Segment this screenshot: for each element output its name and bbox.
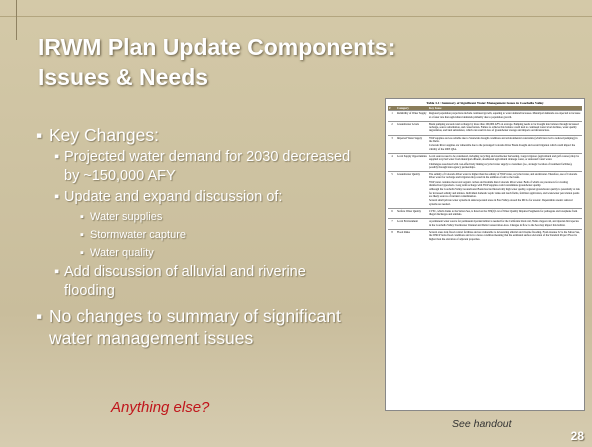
- bullet-marker: ▪: [80, 209, 84, 225]
- row-issue: A permanent water source for permanent r…: [428, 219, 582, 230]
- issue-paragraph: The salinity of Colorado River water is …: [429, 173, 581, 180]
- row-category: Groundwater Quality: [396, 172, 428, 209]
- issue-paragraph: Several small private water systems in u…: [429, 199, 581, 206]
- bullet-marker: ▪: [80, 227, 84, 243]
- bullet-marker: ▪: [54, 148, 59, 167]
- bullet-text: Stormwater capture: [90, 229, 186, 241]
- row-number: 5: [388, 172, 396, 209]
- row-number: 2: [388, 121, 396, 135]
- row-category: Local Supply Opportunities: [396, 153, 428, 171]
- bullet-marker: ▪: [54, 263, 59, 282]
- issue-paragraph: CVSC, which drains to the Salton Sea, is…: [429, 210, 581, 217]
- row-number: 7: [388, 219, 396, 230]
- bullet: ▪ Water supplies: [36, 209, 354, 225]
- bullet-text: No changes to summary of significant wat…: [49, 306, 341, 348]
- issue-paragraph: Several areas lack flood control facilit…: [429, 231, 581, 241]
- row-category: Reliability of Water Supply: [396, 111, 428, 122]
- row-number: 8: [388, 230, 396, 243]
- row-number: 1: [388, 111, 396, 122]
- bullet: ▪ Add discussion of alluvial and riverine…: [36, 263, 354, 301]
- bullet-marker: ▪: [36, 124, 42, 146]
- bullet-text: Add discussion of alluvial and riverine …: [64, 264, 306, 299]
- bullet-text: Water quality: [90, 247, 154, 259]
- bullet-list: ▪ Key Changes: ▪ Projected water demand for…: [36, 120, 354, 349]
- handout-note: See handout: [452, 418, 512, 430]
- bullet-text: Water supplies: [90, 211, 162, 223]
- question: Anything else?: [111, 399, 209, 416]
- row-issue: SWP supplies are less reliable due to St…: [428, 135, 582, 153]
- row-category: Groundwater Levels: [396, 121, 428, 135]
- bullet-text: Projected water demand for 2030 decrease…: [64, 149, 350, 184]
- title-line: Issues & Needs: [38, 62, 478, 92]
- row-number: 3: [388, 135, 396, 153]
- frame-line: [0, 16, 592, 17]
- bullet: ▪ Update and expand discussion of:: [36, 188, 354, 207]
- row-issue: Several areas lack flood control facilit…: [428, 230, 582, 243]
- bullet-marker: ▪: [54, 188, 59, 207]
- bullet: ▪ Water quality: [36, 245, 354, 261]
- bullet-marker: ▪: [80, 245, 84, 261]
- row-issue: Basin pumping exceeds total recharge by …: [428, 121, 582, 135]
- page-number: 28: [571, 429, 584, 443]
- issue-paragraph: Regional population projections include …: [429, 112, 581, 119]
- row-number: 6: [388, 208, 396, 219]
- frame-line: [16, 0, 17, 40]
- slide-title: IRWM Plan Update Components: Issues & Ne…: [38, 32, 478, 92]
- row-issue: The salinity of Colorado River water is …: [428, 172, 582, 209]
- bullet: ▪ No changes to summary of significant wa…: [36, 305, 354, 349]
- issue-paragraph: SWP supplies are less reliable due to St…: [429, 137, 581, 144]
- issue-paragraph: Local sources need to be considered, inc…: [429, 155, 581, 162]
- issue-paragraph: Colorado River supplies are vulnerable d…: [429, 144, 581, 151]
- row-issue: CVSC, which drains to the Salton Sea, is…: [428, 208, 582, 219]
- handout-table: Table 3-1: Summary of Significant Water …: [385, 98, 585, 411]
- title-line: IRWM Plan Update Components:: [38, 32, 478, 62]
- row-category: Imported Water Supply: [396, 135, 428, 153]
- row-issue: Local sources need to be considered, inc…: [428, 153, 582, 171]
- issue-paragraph: A permanent water source for permanent r…: [429, 220, 581, 227]
- issue-paragraph: Challenges associated with cost-effectiv…: [429, 163, 581, 170]
- issue-paragraph: Basin pumping exceeds total recharge by …: [429, 123, 581, 133]
- row-category: Flood Risks: [396, 230, 428, 243]
- bullet: ▪ Stormwater capture: [36, 227, 354, 243]
- bullet-text: Key Changes:: [49, 125, 159, 145]
- bullet: ▪ Key Changes:: [36, 124, 354, 146]
- issue-paragraph: SWP water contains more total organic ca…: [429, 181, 581, 188]
- bullet: ▪ Projected water demand for 2030 decreas…: [36, 148, 354, 186]
- row-issue: Regional population projections include …: [428, 111, 582, 122]
- row-number: 4: [388, 153, 396, 171]
- row-category: Local Environment: [396, 219, 428, 230]
- slide: IRWM Plan Update Components: Issues & Ne…: [0, 0, 592, 447]
- bullet-text: Update and expand discussion of:: [64, 189, 282, 205]
- row-category: Surface Water Quality: [396, 208, 428, 219]
- bullet-marker: ▪: [36, 305, 42, 327]
- issue-paragraph: Although the Coachella Valley Groundwate…: [429, 188, 581, 198]
